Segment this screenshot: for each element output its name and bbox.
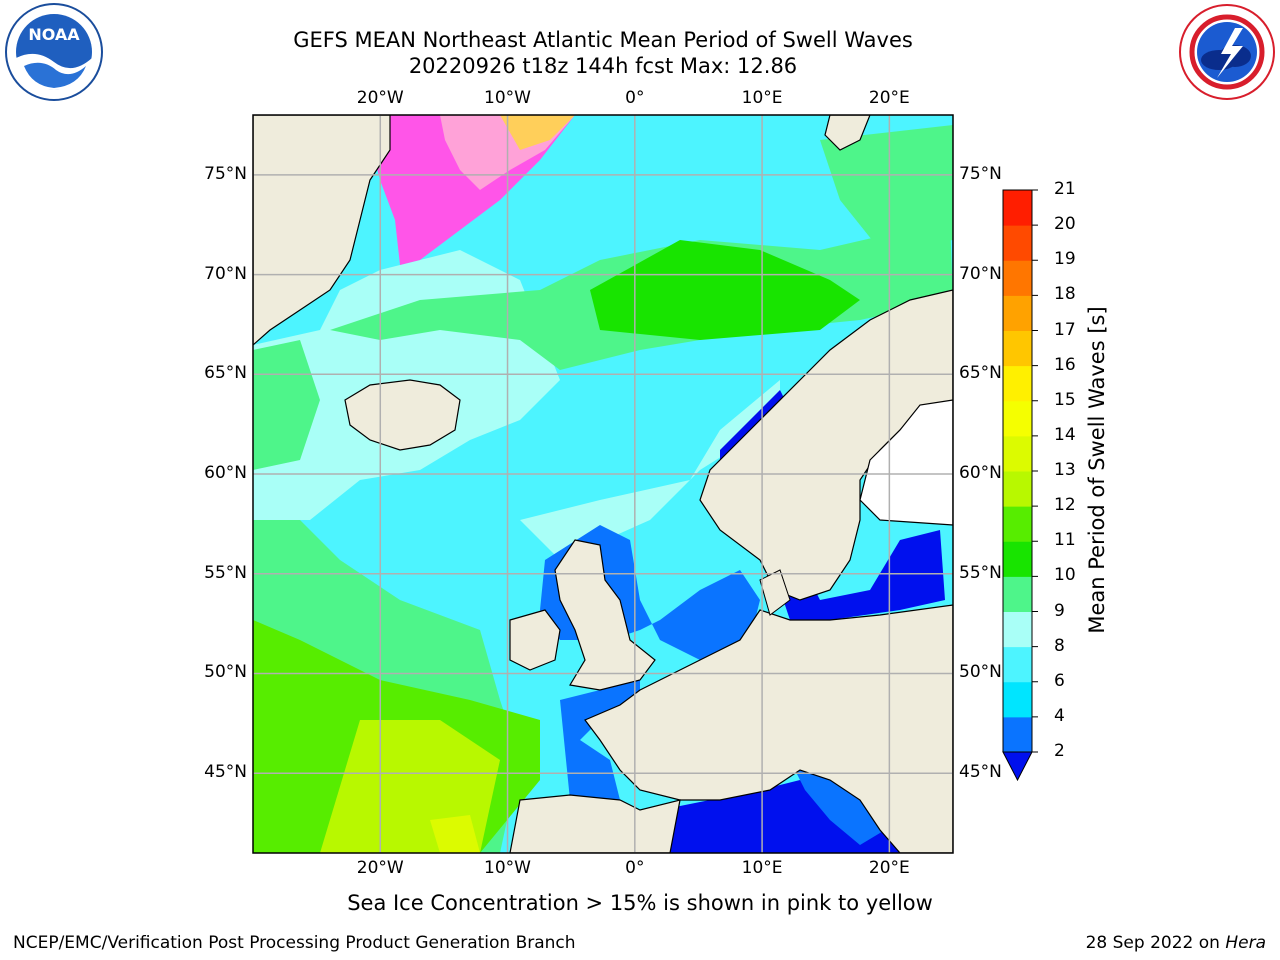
- colorbar-segment: [1003, 541, 1032, 577]
- chart-subtitle: 20220926 t18z 144h fcst Max: 12.86: [408, 54, 798, 78]
- lat-label-left: 50°N: [204, 662, 247, 683]
- colorbar-tick-label: 16: [1054, 354, 1076, 375]
- lat-label-left: 70°N: [204, 263, 247, 284]
- colorbar-segment: [1003, 260, 1032, 296]
- colorbar-segment: [1003, 435, 1032, 472]
- footer-host: Hera: [1225, 933, 1266, 953]
- lon-label-bottom: 20°W: [356, 858, 404, 878]
- baltic-sea: [770, 530, 945, 620]
- colorbar-segment: [1003, 190, 1032, 226]
- lon-label-bottom: 10°W: [484, 858, 532, 878]
- colorbar-tick-label: 4: [1054, 705, 1065, 726]
- sea-ice-max: [500, 115, 575, 150]
- ireland-land: [509, 609, 561, 671]
- lat-label-right: 50°N: [959, 662, 1002, 683]
- lat-label-right: 70°N: [959, 263, 1002, 284]
- footer-credit: NCEP/EMC/Verification Post Processing Pr…: [13, 933, 576, 953]
- lat-label-right: 45°N: [959, 762, 1002, 783]
- colorbar-tick-label: 10: [1054, 565, 1076, 586]
- lat-label-right: 75°N: [959, 163, 1002, 184]
- colorbar-tick-label: 17: [1054, 319, 1076, 340]
- colorbar-tick-label: 14: [1054, 424, 1076, 445]
- great-britain-land: [554, 539, 656, 691]
- swell-zone-9-10s-west: [253, 340, 320, 470]
- colorbar-tick-label: 21: [1054, 179, 1076, 199]
- colorbar-segment: [1003, 611, 1032, 648]
- colorbar-tick-label: 20: [1054, 214, 1076, 235]
- lon-label-top: 20°E: [868, 88, 910, 108]
- colorbar-segment: [1003, 646, 1032, 683]
- continental-europe-land: [584, 604, 953, 853]
- lat-label-left: 75°N: [204, 163, 247, 184]
- lon-label-top: 10°E: [741, 88, 783, 108]
- chart-title: GEFS MEAN Northeast Atlantic Mean Period…: [293, 28, 913, 52]
- swell-zone-13-14s: [430, 815, 480, 853]
- swell-zone-barents: [820, 125, 953, 250]
- colorbar-segment: [1003, 471, 1032, 507]
- lat-label-right: 55°N: [959, 562, 1002, 583]
- adriatic-sea: [795, 770, 885, 845]
- colorbar-segment: [1003, 576, 1032, 612]
- swell-zone-8-9s-b: [520, 380, 780, 560]
- lon-label-top: 10°W: [484, 88, 532, 108]
- lat-label-right: 60°N: [959, 463, 1002, 484]
- iceland-land: [344, 379, 461, 451]
- colorbar-segment: [1003, 400, 1032, 437]
- lat-label-left: 55°N: [204, 562, 247, 583]
- lon-label-bottom: 20°E: [868, 858, 910, 878]
- colorbar-segment: [1003, 365, 1032, 402]
- swell-zone-10-11s-north: [590, 240, 860, 340]
- lon-label-top: 20°W: [356, 88, 404, 108]
- colorbar-tick-label: 6: [1054, 670, 1065, 691]
- colorbar-extend-arrow: [1002, 751, 1033, 782]
- graticule: [253, 115, 953, 853]
- colorbar-segment: [1003, 295, 1032, 331]
- svalbard-land: [824, 115, 871, 151]
- noaa-logo-text: NOAA: [28, 25, 80, 44]
- lat-label-left: 45°N: [204, 762, 247, 783]
- colorbar-segment: [1003, 716, 1032, 753]
- lon-label-bottom: 10°E: [741, 858, 783, 878]
- footer-date-text: 28 Sep 2022 on: [1085, 933, 1226, 953]
- iberia-land: [509, 794, 681, 853]
- noaa-logo: NOAA: [5, 3, 103, 101]
- lat-label-left: 60°N: [204, 463, 247, 484]
- footer-date: 28 Sep 2022 on Hera: [1086, 933, 1266, 953]
- lat-label-right: 65°N: [959, 363, 1002, 384]
- gulf-of-bothnia: [859, 399, 953, 526]
- colorbar-segment: [1003, 225, 1032, 261]
- lon-label-top: 0°: [625, 88, 645, 108]
- colorbar-title: Mean Period of Swell Waves [s]: [1085, 306, 1109, 634]
- colorbar-tick-label: 19: [1054, 249, 1076, 270]
- colorbar-tick-label: 18: [1054, 284, 1076, 305]
- colorbar-segment: [1003, 681, 1032, 718]
- lat-label-left: 65°N: [204, 363, 247, 384]
- colorbar-tick-label: 13: [1054, 460, 1076, 480]
- colorbar-tick-label: 9: [1054, 600, 1065, 621]
- colorbar-tick-label: 2: [1054, 741, 1065, 761]
- colorbar-tick-label: 12: [1054, 495, 1076, 516]
- colorbar-tick-label: 15: [1054, 389, 1076, 410]
- nws-logo: [1179, 4, 1275, 100]
- colorbar-tick-label: 8: [1054, 635, 1065, 656]
- colorbar: [1002, 189, 1038, 782]
- sea-ice-note: Sea Ice Concentration > 15% is shown in …: [347, 891, 933, 915]
- colorbar-segment: [1003, 330, 1032, 367]
- colorbar-tick-label: 11: [1054, 530, 1076, 551]
- lon-label-bottom: 0°: [625, 858, 645, 878]
- colorbar-segment: [1003, 506, 1032, 542]
- map-frame: [252, 114, 954, 854]
- greenland-land: [253, 115, 391, 346]
